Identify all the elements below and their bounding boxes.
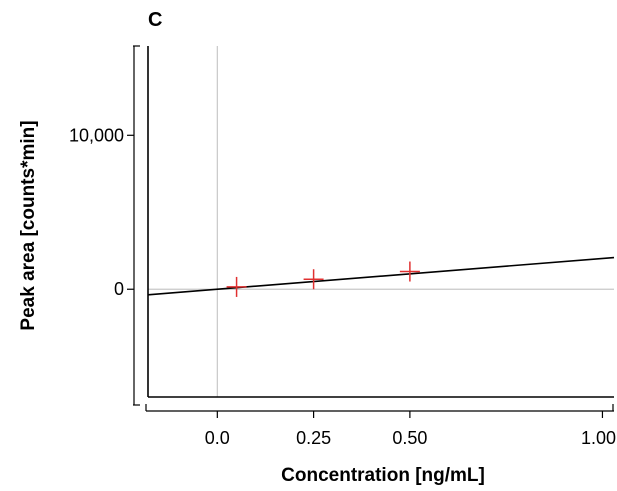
y-tick-label: 0 [114,279,124,299]
x-axis-ticks: 0.0 0.25 0.50 1.00 [145,404,616,448]
data-point [226,276,247,297]
x-tick-label: 0.50 [392,428,427,448]
panel-label: C [148,9,162,31]
y-axis-ticks: 0 10,000 [69,45,140,406]
y-axis-title: Peak area [counts*min] [18,120,39,330]
regression-line [147,256,615,296]
x-tick-label: 0.0 [205,428,230,448]
y-tick-label: 10,000 [69,125,124,145]
x-tick-label: 0.25 [296,428,331,448]
data-point [303,269,324,290]
data-point [399,261,420,282]
x-axis-title: Concentration [ng/mL] [281,465,485,486]
data-points [226,261,420,297]
x-tick-label: 1.00 [581,428,616,448]
